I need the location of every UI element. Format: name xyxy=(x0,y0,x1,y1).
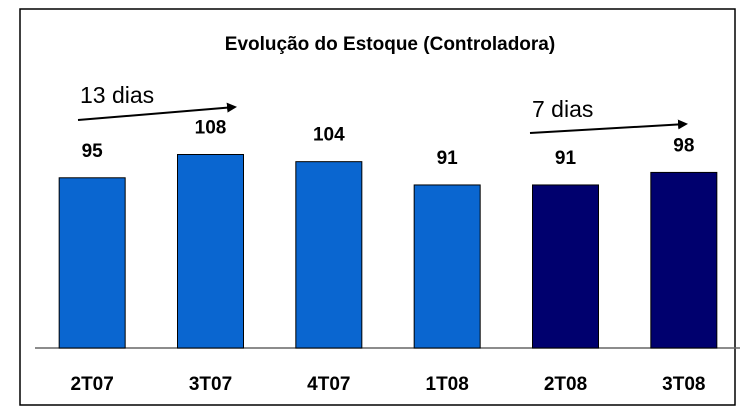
data-label: 91 xyxy=(437,148,459,169)
x-tick-label: 2T08 xyxy=(544,374,587,395)
chart-title: Evolução do Estoque (Controladora) xyxy=(225,34,555,55)
bar xyxy=(177,154,244,349)
bar xyxy=(58,177,126,349)
frame xyxy=(19,8,736,406)
x-tick-label: 2T07 xyxy=(71,374,114,395)
data-label: 104 xyxy=(313,125,345,146)
x-tick-label: 1T08 xyxy=(426,374,469,395)
x-tick-label: 3T08 xyxy=(662,374,705,395)
annotation: 7 dias xyxy=(532,96,593,122)
annotation-arrow xyxy=(529,119,688,134)
data-label: 95 xyxy=(82,141,104,162)
x-tick-label: 4T07 xyxy=(307,374,350,395)
bar xyxy=(413,184,481,349)
data-label: 91 xyxy=(555,148,577,169)
annotation-arrow xyxy=(77,102,237,121)
bar xyxy=(650,171,718,349)
data-label: 108 xyxy=(195,118,227,139)
x-tick-label: 3T07 xyxy=(189,374,232,395)
bar xyxy=(295,161,363,349)
bar xyxy=(532,184,599,349)
data-label: 98 xyxy=(673,135,694,156)
annotation: 13 dias xyxy=(80,82,154,108)
